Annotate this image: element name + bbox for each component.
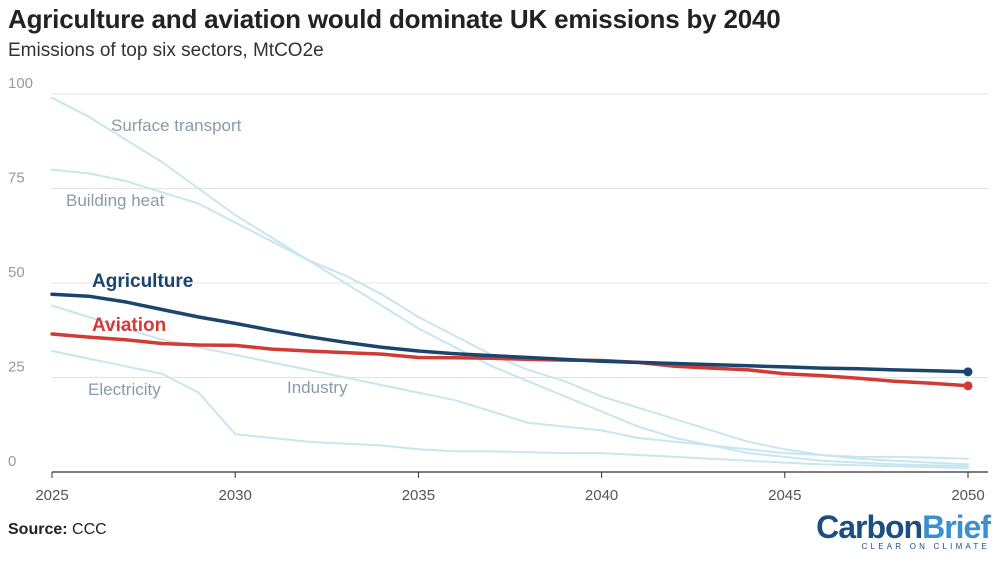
series-line-electricity: [51, 350, 969, 470]
series-line-agriculture: [50, 292, 970, 374]
y-tick-label-100: 100: [8, 75, 33, 92]
chart-subtitle: Emissions of top six sectors, MtCO2e: [8, 40, 324, 61]
x-tick-label-2030: 2030: [219, 487, 252, 504]
x-tick-label-2025: 2025: [35, 487, 68, 504]
series-end-dot-agriculture: [963, 367, 973, 377]
y-tick-label-25: 25: [8, 359, 25, 376]
series-line-aviation: [50, 332, 970, 388]
logo-tagline: CLEAR ON CLIMATE: [861, 542, 990, 551]
series-label-surface-transport: Surface transport: [111, 116, 242, 135]
series-label-building-heat: Building heat: [66, 191, 165, 210]
source-note: Source: CCC: [8, 521, 107, 539]
series-label-agriculture: Agriculture: [92, 271, 193, 292]
x-tick-label-2050: 2050: [951, 487, 984, 504]
logo-wordmark: CarbonBrief: [816, 509, 991, 545]
y-tick-label-0: 0: [8, 453, 16, 470]
carbonbrief-logo: CarbonBrief CLEAR ON CLIMATE: [816, 509, 991, 551]
y-tick-label-50: 50: [8, 264, 25, 281]
series-label-electricity: Electricity: [88, 380, 161, 399]
logo-brief: Brief: [922, 509, 991, 545]
series-label-aviation: Aviation: [92, 315, 166, 336]
source-value: CCC: [72, 521, 107, 538]
series-line-building-heat: [51, 168, 969, 466]
series-label-industry: Industry: [287, 378, 348, 397]
y-tick-label-75: 75: [8, 170, 25, 187]
chart-title: Agriculture and aviation would dominate …: [8, 4, 781, 34]
x-tick-label-2035: 2035: [402, 487, 435, 504]
series-line-industry: [51, 304, 969, 460]
x-tick-label-2040: 2040: [585, 487, 618, 504]
series-end-dot-aviation: [963, 381, 973, 391]
source-label: Source:: [8, 521, 68, 538]
x-tick-label-2045: 2045: [768, 487, 801, 504]
logo-carbon: Carbon: [816, 509, 923, 545]
series-line-surface-transport: [51, 96, 969, 468]
